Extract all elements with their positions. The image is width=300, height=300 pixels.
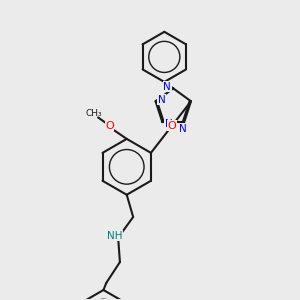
Text: NH: NH	[107, 231, 122, 241]
Text: CH₃: CH₃	[85, 109, 102, 118]
Text: N: N	[164, 118, 172, 128]
Text: N: N	[163, 82, 171, 92]
Text: O: O	[105, 121, 114, 130]
Text: O: O	[167, 121, 176, 130]
Text: N: N	[178, 124, 186, 134]
Text: N: N	[158, 95, 166, 105]
